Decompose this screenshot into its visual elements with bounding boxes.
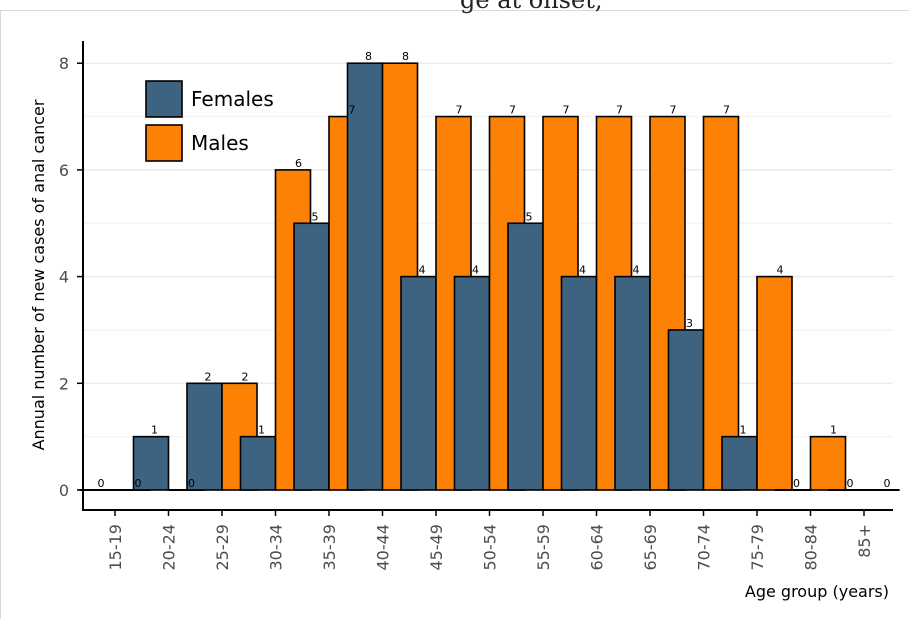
data-label: 3	[686, 317, 693, 330]
x-tick-label: 40-44	[374, 524, 393, 571]
bar-females-45-49	[400, 275, 437, 491]
data-label: 6	[295, 157, 302, 170]
x-tick-label: 85+	[855, 524, 874, 558]
data-label: 1	[151, 424, 158, 437]
y-tick-label: 2	[59, 374, 69, 393]
data-label: 7	[670, 104, 677, 117]
x-tick-label: 15-19	[106, 524, 125, 571]
legend-label-males: Males	[191, 131, 249, 155]
bar-females-65-69	[614, 275, 651, 491]
data-label: 4	[777, 264, 784, 277]
x-tick-label: 55-59	[534, 524, 553, 571]
bar-females-35-39	[293, 222, 330, 491]
bar-females-40-44	[346, 62, 384, 491]
x-tick-label: 60-64	[588, 524, 607, 571]
data-label: 0	[98, 477, 105, 490]
bar-females-75-79	[721, 435, 758, 491]
x-tick-label: 45-49	[427, 524, 446, 571]
data-label: 8	[402, 50, 409, 63]
x-tick-label: 50-54	[481, 524, 500, 571]
data-label: 7	[563, 104, 570, 117]
bar-females-20-24	[132, 435, 170, 491]
legend: Females Males	[145, 80, 274, 162]
data-label: 2	[205, 370, 212, 383]
data-label: 4	[472, 264, 479, 277]
x-tick-label: 80-84	[802, 524, 821, 571]
data-label: 1	[258, 424, 265, 437]
data-label: 0	[793, 477, 800, 490]
data-label: 4	[579, 264, 586, 277]
x-axis-title: Age group (years)	[745, 582, 889, 601]
data-label: 7	[723, 104, 730, 117]
data-label: 4	[419, 264, 426, 277]
data-labels: 0 0 1 0 2 2 1 6 5 7 8 8 4 7 4 7 5 7 4 7 4 7 3 7 1 4 0 1 0 0	[98, 50, 891, 490]
x-tick-label: 35-39	[320, 524, 339, 571]
data-label: 0	[847, 477, 854, 490]
y-tick-label: 8	[59, 54, 69, 73]
bar-females-55-59	[507, 222, 544, 491]
data-label: 4	[633, 264, 640, 277]
data-label: 2	[242, 370, 249, 383]
data-label: 0	[135, 477, 142, 490]
x-tick-label: 75-79	[748, 524, 767, 571]
tick-labels: 0 2 4 6 8 15-19 20-24 25-29 30-34 35-39 40-44 45-49…	[59, 54, 874, 570]
bar-females-25-29	[186, 382, 223, 491]
bar-males-80-84	[809, 435, 847, 491]
bar-males-75-79	[756, 275, 793, 491]
y-tick-label: 0	[59, 481, 69, 500]
bar-females-60-64	[560, 275, 598, 491]
legend-label-females: Females	[191, 87, 274, 111]
data-label: 1	[740, 424, 747, 437]
data-label: 5	[312, 210, 319, 223]
data-label: 7	[616, 104, 623, 117]
data-label: 0	[188, 477, 195, 490]
chart-title-fragment: ge at onset,	[460, 0, 603, 14]
data-label: 7	[349, 104, 356, 117]
bar-females-70-74	[667, 329, 705, 491]
y-axis-title: Annual number of new cases of anal cance…	[29, 99, 48, 450]
data-label: 1	[830, 424, 837, 437]
x-tick-label: 65-69	[641, 524, 660, 571]
bar-males-70-74	[702, 115, 740, 491]
y-tick-label: 6	[59, 161, 69, 180]
y-tick-label: 4	[59, 268, 69, 287]
frame-left-border	[0, 10, 1, 619]
x-tick-label: 25-29	[213, 524, 232, 571]
legend-swatch-females	[145, 80, 183, 118]
legend-swatch-males	[145, 124, 183, 162]
data-label: 0	[884, 477, 891, 490]
x-tick-label: 20-24	[160, 524, 179, 571]
bar-females-30-34	[239, 435, 277, 491]
x-tick-label: 30-34	[267, 524, 286, 571]
data-label: 7	[456, 104, 463, 117]
data-label: 5	[526, 210, 533, 223]
data-label: 7	[509, 104, 516, 117]
bar-females-50-54	[453, 275, 491, 491]
data-label: 8	[365, 50, 372, 63]
bars	[79, 62, 900, 491]
frame-top-border	[0, 10, 909, 11]
x-tick-label: 70-74	[695, 524, 714, 571]
